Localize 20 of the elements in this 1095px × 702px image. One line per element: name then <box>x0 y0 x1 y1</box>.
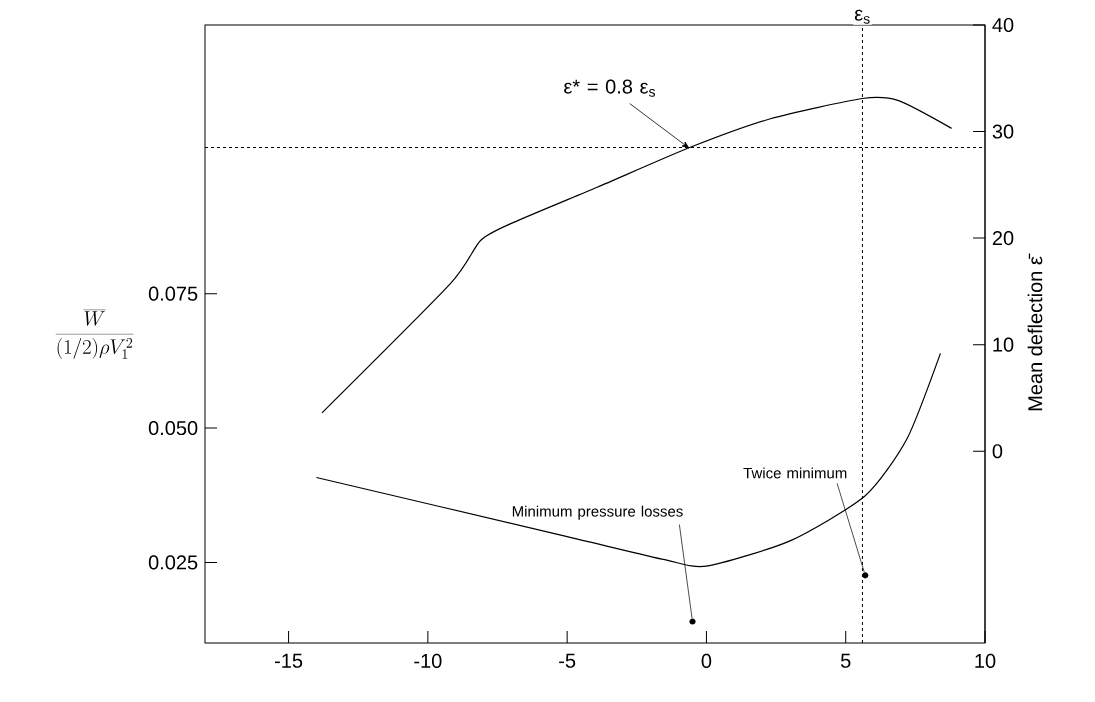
annotation: ε* = 0.8 ε$_{s}$ <box>564 79 656 97</box>
x-tick-label: -15 <box>275 653 303 668</box>
x-tick-label: -5 <box>559 653 576 668</box>
y2-tick-label: 0 <box>992 444 1003 459</box>
annotation: Minimum pressure losses <box>512 505 683 520</box>
y-tick-label: 0.050 <box>148 420 198 436</box>
y2-axis-title: Mean deflection ε̄ <box>1027 253 1043 411</box>
annotation: Twice minimum <box>743 467 847 479</box>
x-tick-label: 10 <box>975 653 996 669</box>
y2-tick-label: 40 <box>992 17 1014 33</box>
y2-tick-label: 20 <box>992 231 1014 246</box>
ref-line-label: ε$_{s}$ <box>854 9 870 24</box>
x-tick-label: 5 <box>840 653 851 668</box>
y2-tick-label: 30 <box>992 124 1014 139</box>
y-axis-title: $\frac{\overline{W}}{(1/2)\rho V_1^2}$ <box>55 309 134 359</box>
x-tick-label: 0 <box>701 653 712 669</box>
y-tick-label: 0.025 <box>148 555 198 570</box>
y2-tick-label: 10 <box>993 337 1014 352</box>
y-tick-label: 0.075 <box>148 286 198 301</box>
x-tick-label: -10 <box>414 653 442 669</box>
